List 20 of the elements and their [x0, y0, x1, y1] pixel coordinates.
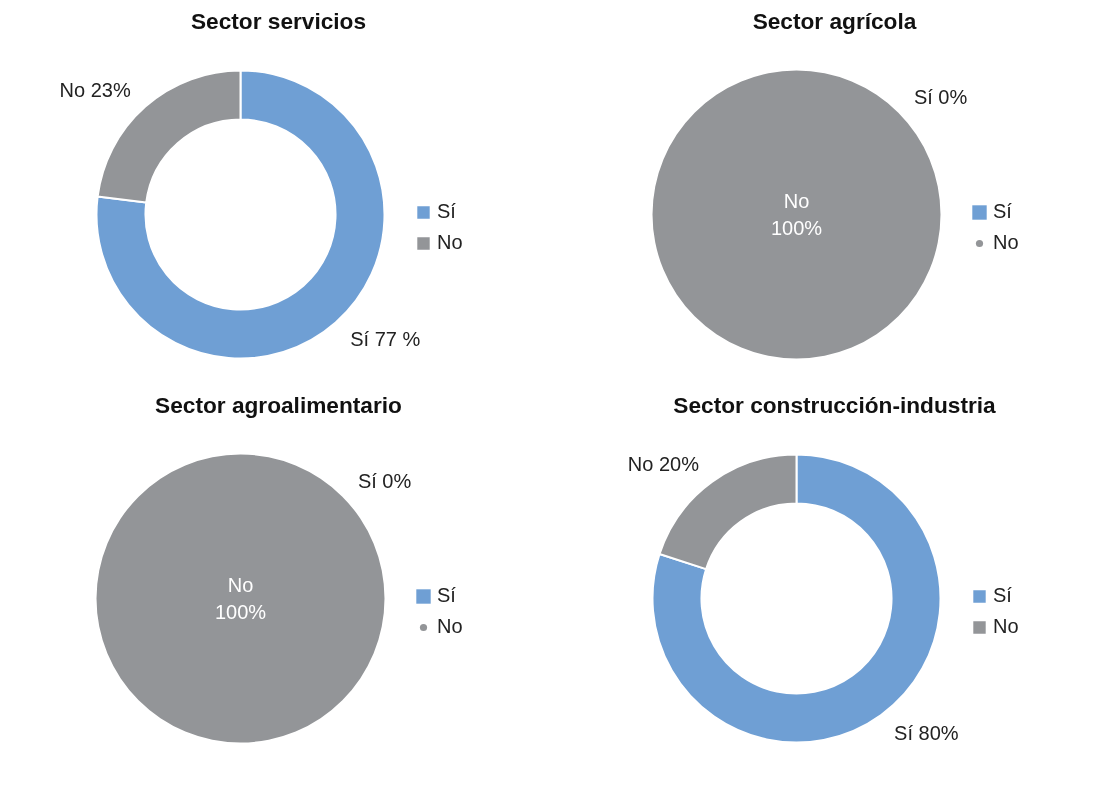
data-label: No 100%	[770, 190, 823, 239]
data-label: Sí 80%	[894, 721, 959, 744]
data-label: No 100%	[214, 574, 267, 623]
legend-label: Sí	[437, 584, 457, 607]
text: Sí 0%	[357, 470, 412, 493]
chart-title: Sector agrícola	[752, 7, 917, 34]
legend-label: Sí	[437, 200, 457, 223]
chart-title: Sector agroalimentario	[155, 391, 402, 418]
legend-label: No	[437, 231, 463, 254]
legend-label: No	[993, 615, 1019, 638]
data-label: No 23%	[59, 78, 131, 101]
data-label: Sí 77 %	[350, 328, 421, 351]
legend-label: Sí	[993, 584, 1013, 607]
legend-label: No	[993, 231, 1019, 254]
text: Sí 0%	[913, 86, 968, 109]
data-label: No 20%	[627, 453, 700, 476]
legend-label: No	[437, 615, 463, 638]
chart-title: Sector servicios	[190, 7, 367, 34]
legend-label: Sí	[993, 200, 1013, 223]
chart-title: Sector construcción-industria	[673, 391, 997, 418]
